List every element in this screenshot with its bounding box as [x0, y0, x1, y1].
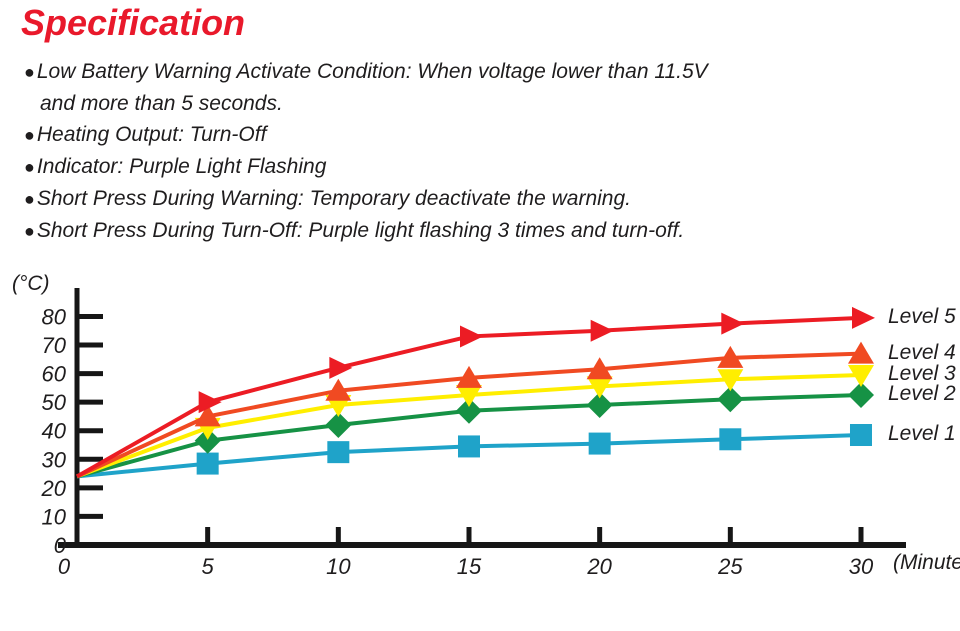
legend-label-level-4: Level 4: [888, 340, 956, 364]
y-tick-label: 70: [42, 333, 67, 358]
x-tick-label: 25: [717, 554, 743, 579]
bullet-icon: ●: [24, 125, 35, 145]
marker-triangle-right: [851, 306, 875, 329]
temperature-line-chart: 0 10 20 30 40 50 60 70 80 0 5 10 15 20 25 30: [41, 288, 906, 579]
legend-label-level-2: Level 2: [888, 382, 956, 405]
list-item: ●Short Press During Turn-Off: Purple lig…: [24, 215, 708, 247]
marker-diamond: [717, 386, 744, 413]
marker-diamond: [455, 397, 482, 424]
bullet-text: Heating Output: Turn-Off: [36, 123, 267, 146]
y-tick-label: 20: [41, 476, 67, 501]
marker-square: [457, 435, 480, 458]
y-tick-label: 50: [42, 390, 67, 415]
marker-triangle-up: [847, 341, 874, 364]
bullet-icon: ●: [24, 62, 35, 82]
spec-bullet-list: ●Low Battery Warning Activate Condition:…: [24, 56, 708, 247]
bullet-icon: ●: [24, 221, 35, 241]
marker-triangle-right: [721, 312, 745, 335]
y-tick-label: 30: [42, 447, 67, 472]
y-tick-label: 60: [42, 362, 67, 387]
marker-diamond: [194, 427, 221, 454]
x-tick-label: 15: [457, 554, 482, 579]
page-title: Specification: [21, 2, 246, 43]
marker-triangle-up: [455, 365, 482, 388]
y-axis-unit-label: (°C): [12, 272, 50, 295]
y-tick-label: 10: [42, 504, 67, 529]
marker-triangle-right: [198, 391, 222, 414]
marker-triangle-down: [455, 385, 482, 408]
bullet-text: Short Press During Warning: Temporary de…: [36, 187, 631, 210]
x-tick-label: 5: [202, 554, 215, 579]
x-tick-label: 30: [849, 554, 874, 579]
y-tick-label: 0: [54, 533, 67, 558]
marker-square: [849, 424, 872, 447]
marker-square: [327, 441, 350, 464]
marker-diamond: [847, 382, 874, 409]
marker-triangle-down: [717, 369, 744, 392]
bullet-text: Indicator: Purple Light Flashing: [36, 155, 327, 178]
list-item: ●Low Battery Warning Activate Condition:…: [24, 56, 708, 119]
bullet-text: Low Battery Warning Activate Condition: …: [36, 60, 708, 83]
list-item: ●Heating Output: Turn-Off: [24, 119, 708, 151]
marker-triangle-down: [847, 365, 874, 388]
x-axis-unit-label: (Minutes): [893, 551, 960, 574]
marker-triangle-up: [717, 345, 744, 368]
marker-triangle-right: [459, 325, 483, 348]
bullet-text-continued: and more than 5 seconds.: [40, 92, 283, 115]
legend-label-level-1: Level 1: [888, 422, 956, 445]
marker-square: [196, 452, 219, 475]
bullet-text: Short Press During Turn-Off: Purple ligh…: [36, 219, 685, 242]
marker-triangle-right: [590, 319, 614, 342]
marker-square: [719, 428, 742, 451]
x-tick-label: 20: [586, 554, 612, 579]
legend-label-level-5: Level 5: [888, 304, 956, 328]
marker-triangle-up: [325, 378, 352, 401]
bullet-icon: ●: [24, 189, 35, 209]
bullet-icon: ●: [24, 157, 35, 177]
marker-triangle-down: [586, 376, 613, 399]
y-tick-label: 40: [42, 419, 67, 444]
marker-diamond: [586, 392, 613, 419]
marker-triangle-right: [329, 356, 353, 379]
x-tick-label: 0: [58, 554, 71, 579]
list-item: ●Short Press During Warning: Temporary d…: [24, 183, 708, 215]
marker-triangle-up: [586, 357, 613, 380]
y-tick-label: 80: [42, 304, 67, 329]
list-item: ●Indicator: Purple Light Flashing: [24, 151, 708, 183]
marker-diamond: [325, 412, 352, 439]
legend-label-level-3: Level 3: [888, 362, 956, 385]
marker-triangle-up: [194, 404, 221, 427]
marker-square: [588, 432, 611, 455]
x-tick-label: 10: [326, 554, 351, 579]
